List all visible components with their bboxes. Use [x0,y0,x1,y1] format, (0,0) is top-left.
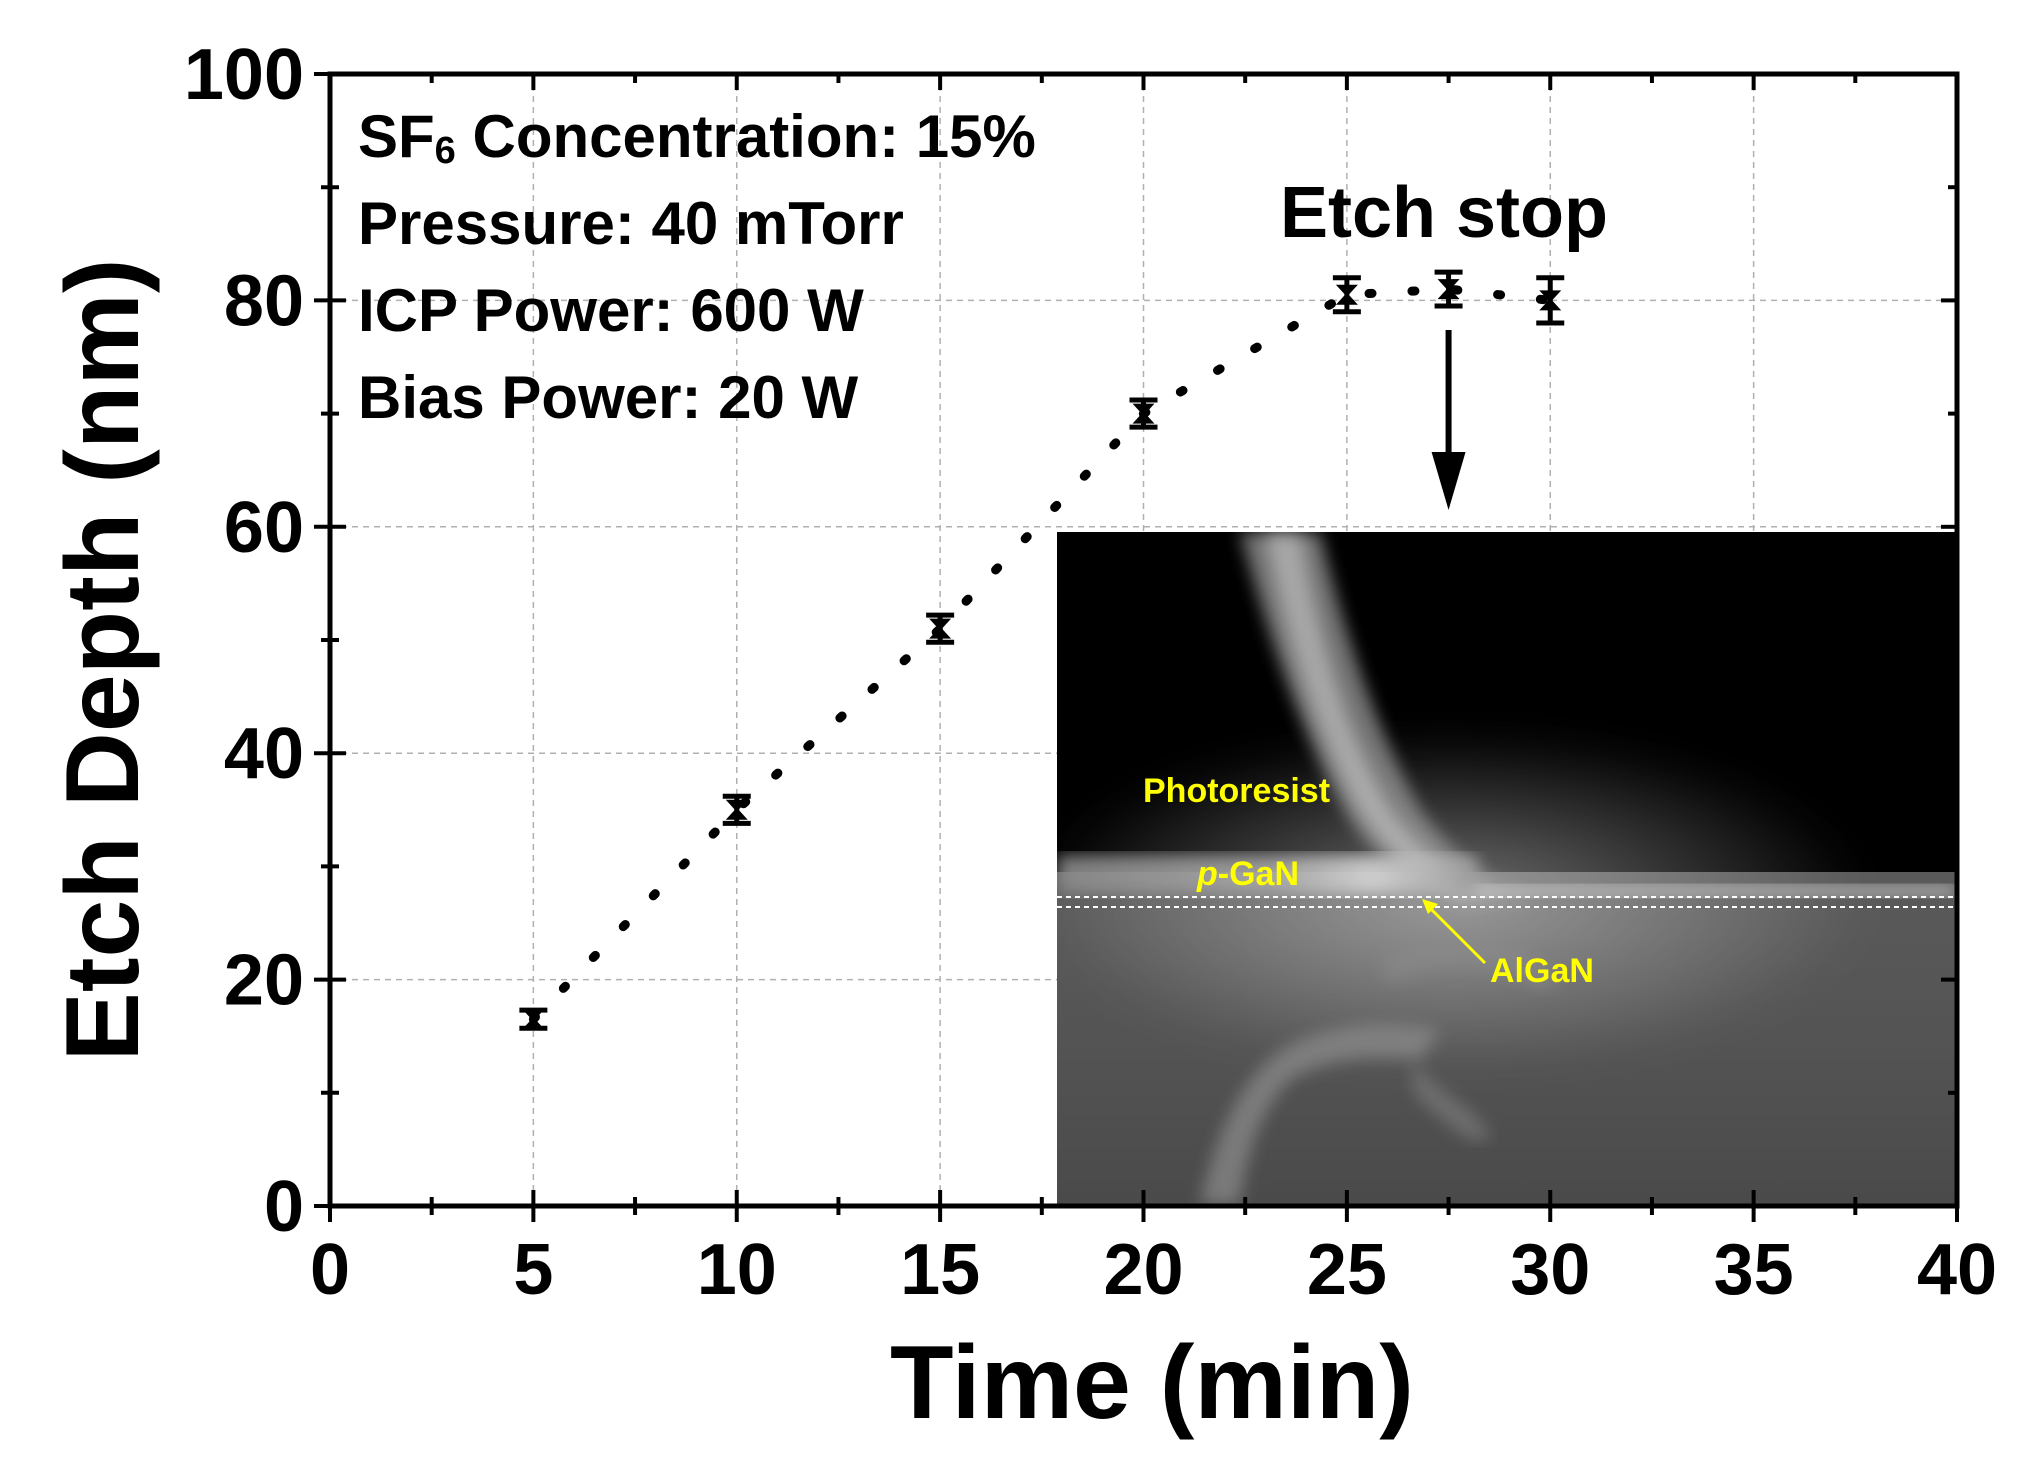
y-tick-labels: 0 20 40 60 80 100 [184,35,304,1247]
condition-line-2: Pressure: 40 mTorr [358,190,904,257]
x-tick-label-30: 30 [1510,1230,1590,1310]
data-point [1129,397,1158,430]
y-tick-label-40: 40 [224,714,304,794]
y-axis-title: Etch Depth (nm) [45,258,161,1061]
point-marker-bottom [929,626,952,639]
point-marker-bottom [725,807,748,820]
algan-pointer-arrowhead [1422,899,1438,914]
condition-line-4: Bias Power: 20 W [358,364,859,431]
x-tick-label-10: 10 [697,1230,777,1310]
x-tick-label-40: 40 [1917,1230,1997,1310]
point-marker-top [522,1009,545,1022]
x-tick-label-25: 25 [1307,1230,1387,1310]
x-tick-label-20: 20 [1103,1230,1183,1310]
etch-stop-label: Etch stop [1280,173,1608,253]
x-tick-labels: 0 5 10 15 20 25 30 35 40 [310,1230,1997,1310]
data-point [519,1007,548,1031]
inset-label-photoresist: Photoresist [1143,772,1330,810]
y-tick-label-60: 60 [224,488,304,568]
inset-label-algan: AlGaN [1490,952,1594,990]
data-point [1536,275,1565,326]
point-marker-bottom [1437,287,1460,300]
x-tick-label-0: 0 [310,1230,350,1310]
process-conditions: SF6 Concentration: 15% Pressure: 40 mTorr… [358,103,1036,431]
y-tick-label-20: 20 [224,941,304,1021]
sem-inset-image: Photoresist p-GaN AlGaN [1057,532,1957,1204]
point-marker-bottom [522,1017,545,1030]
point-marker-bottom [1132,411,1155,424]
x-tick-label-5: 5 [513,1230,553,1310]
data-point [1434,269,1463,309]
data-point [926,612,955,645]
axis-ticks [314,72,1959,1222]
etch-stop-arrow [1431,330,1466,510]
point-marker-bottom [1539,298,1562,311]
point-marker-bottom [1335,292,1358,305]
inset-label-pgan: p-GaN [1196,855,1299,893]
algan-pointer-line [1425,903,1487,965]
data-point [722,793,751,826]
y-tick-label-80: 80 [224,261,304,341]
point-marker-top [725,799,748,812]
point-marker-top [1335,284,1358,297]
y-tick-label-100: 100 [184,35,304,115]
x-tick-label-35: 35 [1714,1230,1794,1310]
condition-line-1: SF6 Concentration: 15% [358,103,1036,172]
etch-stop-arrow-head [1431,452,1466,510]
point-marker-top [1132,403,1155,416]
x-tick-label-15: 15 [900,1230,980,1310]
data-point [1332,275,1361,315]
y-tick-label-0: 0 [264,1167,304,1247]
point-marker-top [929,618,952,631]
x-axis-title: Time (min) [890,1325,1414,1441]
data-points [519,269,1565,1031]
point-marker-top [1437,279,1460,292]
point-marker-top [1539,290,1562,303]
condition-line-3: ICP Power: 600 W [358,277,864,344]
